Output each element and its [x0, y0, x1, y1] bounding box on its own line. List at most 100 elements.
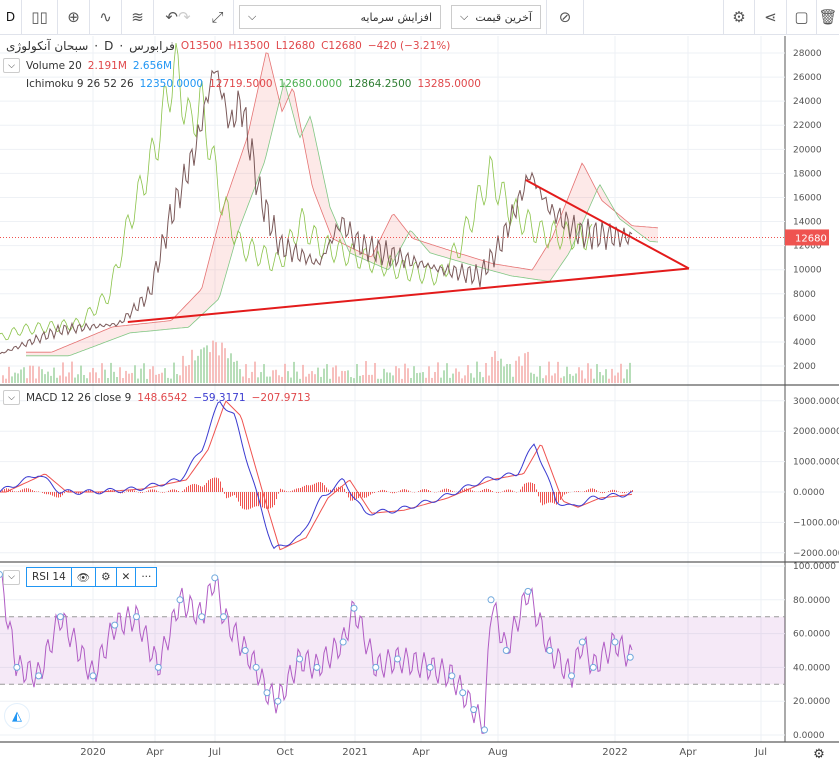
macd-histogram-bar [508, 489, 509, 492]
volume-bar [584, 378, 586, 383]
macd-histogram-bar [186, 487, 187, 492]
volume-ma-value: 2.656M [132, 59, 173, 72]
rsi-point [211, 574, 219, 582]
collapse-chevron-icon[interactable]: ⌵ [3, 390, 20, 405]
macd-histogram-bar [236, 492, 237, 498]
templates-icon[interactable]: ≋ [122, 0, 154, 35]
volume-bar [344, 371, 346, 383]
macd-histogram-bar [374, 492, 375, 493]
macd-histogram-bar [194, 483, 195, 492]
gear-icon[interactable]: ⚙ [96, 568, 117, 586]
macd-histogram-bar [372, 492, 373, 494]
volume-bar [521, 365, 523, 383]
macd-histogram-bar [630, 490, 631, 492]
macd-histogram-bar [60, 492, 61, 498]
chart-canvas[interactable]: 2020 Apr Jul Oct 2021 Apr Aug 2022 Apr Jul 2000 400… [0, 36, 839, 763]
settings-gear-icon[interactable]: ⚙ [723, 0, 755, 35]
macd-histogram-bar [344, 488, 345, 492]
chevron-down-icon: ⌵ [248, 10, 257, 23]
volume-bar [626, 369, 628, 383]
fullscreen-icon[interactable]: ⤢ [202, 0, 234, 35]
hide-eye-icon[interactable]: ⊘ [546, 0, 584, 35]
rsi-axis-label: 20.0000 [793, 697, 830, 707]
volume-bar [479, 371, 481, 383]
volume-bar [125, 370, 127, 383]
indicator-select[interactable]: ⌵ افزایش سرمایه [239, 5, 441, 29]
macd-histogram-bar [390, 492, 391, 493]
macd-histogram-bar [632, 490, 633, 492]
volume-bar [260, 372, 262, 383]
rsi-point [13, 663, 21, 671]
indicators-icon[interactable]: ∿ [90, 0, 122, 35]
compare-plus-icon[interactable]: ⊕ [58, 0, 90, 35]
volume-bar [425, 377, 427, 383]
trash-icon[interactable]: 🗑 [818, 8, 838, 26]
macd-histogram-bar [38, 491, 39, 492]
volume-bar [128, 373, 130, 383]
time-axis-label: Jul [208, 747, 221, 758]
macd-histogram-bar [542, 492, 543, 506]
volume-value: 2.191M [87, 59, 127, 72]
macd-histogram-bar [624, 492, 625, 494]
macd-histogram-bar [626, 492, 627, 493]
macd-histogram-bar [174, 489, 175, 492]
macd-histogram-bar [406, 489, 407, 492]
interval-button[interactable]: D [0, 0, 22, 35]
time-axis-label: 2021 [342, 747, 367, 758]
macd-histogram-bar [210, 478, 211, 492]
macd-histogram-bar [232, 492, 233, 496]
macd-histogram-bar [54, 492, 55, 497]
volume-bar [284, 363, 286, 383]
rsi-legend: ⌵ RSI 14 👁 ⚙ ✕ ··· [3, 567, 158, 587]
macd-histogram-bar [88, 490, 89, 492]
macd-histogram-bar [334, 488, 335, 492]
macd-histogram-bar [238, 492, 239, 502]
price-axis-label: 6000 [793, 314, 816, 324]
rsi-point [313, 663, 321, 671]
price-axis-label: 12000 [793, 242, 822, 252]
volume-bar [605, 369, 607, 383]
volume-bar [38, 366, 40, 383]
volume-bar [443, 370, 445, 383]
more-icon[interactable]: ··· [141, 571, 152, 583]
volume-bar [593, 378, 595, 383]
macd-histogram-bar [558, 492, 559, 503]
macd-histogram-bar [290, 491, 291, 492]
macd-histogram-bar [222, 487, 223, 492]
undo-icon[interactable]: ↶ ↷ [165, 8, 191, 26]
macd-histogram-bar [600, 492, 601, 493]
macd-histogram-bar [22, 489, 23, 492]
volume-bar [59, 375, 61, 383]
volume-bar [317, 367, 319, 383]
volume-bar [545, 375, 547, 383]
macd-histogram-bar [276, 492, 277, 500]
macd-histogram-bar [424, 489, 425, 492]
macd-histogram-bar [386, 490, 387, 492]
macd-histogram-bar [328, 489, 329, 492]
volume-bar [119, 367, 121, 383]
share-icon[interactable]: ⋖ [755, 0, 787, 35]
macd-histogram-bar [296, 488, 297, 492]
collapse-chevron-icon[interactable]: ⌵ [3, 58, 20, 73]
close-icon[interactable]: ✕ [117, 568, 137, 586]
macd-histogram-bar [330, 489, 331, 492]
axis-settings-gear-icon[interactable]: ⚙ [813, 747, 825, 762]
eye-icon[interactable]: 👁 [72, 568, 97, 586]
macd-histogram-bar [218, 478, 219, 492]
rsi-point [611, 638, 619, 646]
price-axis-label: 20000 [793, 145, 822, 155]
macd-histogram-bar [556, 492, 557, 505]
collapse-chevron-icon[interactable]: ⌵ [3, 569, 20, 585]
price-type-select[interactable]: ⌵ آخرین قیمت [451, 5, 541, 29]
volume-bar [374, 362, 376, 383]
macd-histogram-bar [532, 483, 533, 492]
macd-histogram-bar [52, 492, 53, 496]
candles-icon[interactable]: ▯▯ [22, 0, 58, 35]
macd-histogram-bar [564, 492, 565, 495]
volume-bar [146, 378, 148, 383]
snapshot-icon[interactable]: ▢ [787, 0, 817, 35]
macd-histogram-bar [42, 492, 43, 493]
volume-bar [599, 372, 601, 383]
volume-bar [71, 361, 73, 383]
volume-bar [227, 358, 229, 383]
